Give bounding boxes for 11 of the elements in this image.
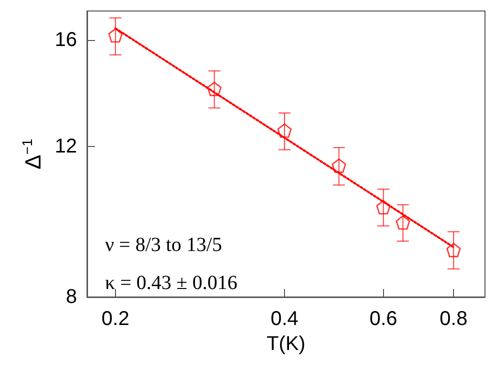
x-tick-label: 0.4	[270, 308, 298, 330]
annotation: ν = 8/3 to 13/5	[105, 234, 222, 256]
y-tick-label: 8	[66, 286, 77, 308]
y-axis-title: Δ−1	[18, 138, 46, 170]
y-tick-label: 16	[54, 28, 77, 51]
x-tick-label: 0.6	[369, 308, 398, 330]
annotation: κ = 0.43 ± 0.016	[105, 272, 238, 294]
x-tick-label: 0.2	[102, 308, 130, 330]
y-tick-label: 12	[54, 136, 77, 158]
x-tick-label: 0.8	[440, 308, 468, 330]
x-axis-title: T(K)	[266, 332, 306, 355]
